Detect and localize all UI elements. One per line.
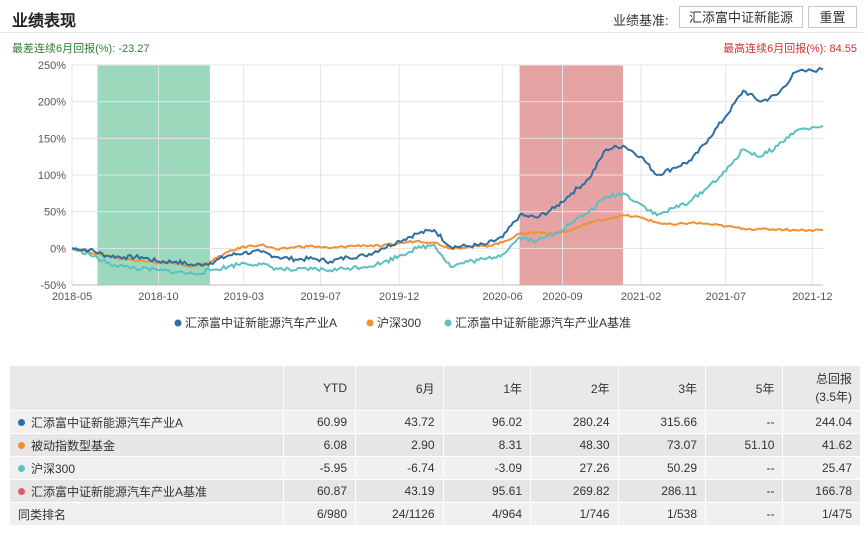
table-cell: 41.62 bbox=[782, 433, 860, 457]
table-row: 汇添富中证新能源汽车产业A基准 60.87 43.19 95.61 269.82 286.… bbox=[10, 479, 860, 503]
table-header-total: 总回报 (3.5年) bbox=[782, 366, 860, 411]
table-header-row: YTD 6月 1年 2年 3年 5年 总回报 (3.5年) bbox=[10, 366, 860, 411]
y-tick-label: 50% bbox=[44, 207, 66, 219]
table-header-total-line2: (3.5年) bbox=[815, 390, 852, 404]
benchmark-label: 业绩基准: bbox=[613, 13, 669, 28]
table-header-total-line1: 总回报 bbox=[815, 372, 852, 386]
x-tick-label: 2018-05 bbox=[52, 291, 92, 303]
legend-label: 汇添富中证新能源汽车产业A bbox=[185, 315, 337, 330]
table-cell: 73.07 bbox=[617, 433, 706, 457]
worst-6m-return-note: 最差连续6月回报(%): -23.27 bbox=[12, 43, 150, 55]
table-cell: 24/1126 bbox=[355, 502, 444, 526]
table-cell: 269.82 bbox=[530, 479, 619, 503]
series-dot-icon bbox=[18, 464, 25, 472]
table-cell: 280.24 bbox=[530, 410, 619, 434]
table-cell: 51.10 bbox=[705, 433, 783, 457]
benchmark-select-button[interactable]: 汇添富中证新能源 bbox=[679, 6, 803, 28]
y-tick-label: 250% bbox=[38, 60, 66, 72]
table-cell: 166.78 bbox=[782, 479, 860, 503]
table-cell: 6/980 bbox=[282, 502, 356, 526]
table-cell: 25.47 bbox=[782, 456, 860, 480]
x-tick-label: 2019-12 bbox=[379, 291, 419, 303]
x-tick-label: 2021-02 bbox=[621, 291, 661, 303]
table-cell: 8.31 bbox=[442, 433, 531, 457]
table-row: 被动指数型基金 6.08 2.90 8.31 48.30 73.07 51.10 41.62 bbox=[10, 433, 860, 457]
row-label: 沪深300 bbox=[31, 461, 76, 476]
performance-table: YTD 6月 1年 2年 3年 5年 总回报 (3.5年) 汇添富中证新能源汽车… bbox=[10, 366, 860, 526]
best-6m-return-note: 最高连续6月回报(%): 84.55 bbox=[723, 43, 857, 55]
table-cell: 50.29 bbox=[617, 456, 706, 480]
table-cell: 244.04 bbox=[782, 410, 860, 434]
table-row-name: 汇添富中证新能源汽车产业A bbox=[10, 410, 284, 434]
x-tick-label: 2021-12 bbox=[792, 291, 832, 303]
table-cell: -- bbox=[705, 456, 783, 480]
table-cell: 43.19 bbox=[355, 479, 444, 503]
table-row: 同类排名 6/980 24/1126 4/964 1/746 1/538 -- 1/475 bbox=[10, 502, 860, 526]
table-cell: 60.87 bbox=[282, 479, 356, 503]
reset-button[interactable]: 重置 bbox=[808, 6, 857, 28]
table-cell: 286.11 bbox=[617, 479, 706, 503]
table-cell: -- bbox=[705, 410, 783, 434]
row-label: 被动指数型基金 bbox=[31, 438, 116, 453]
series-dot-icon bbox=[18, 418, 25, 426]
y-tick-label: 200% bbox=[38, 97, 66, 109]
y-tick-label: 0% bbox=[50, 243, 66, 255]
series-dot-icon bbox=[18, 441, 25, 449]
table-cell: -- bbox=[705, 479, 783, 503]
table-header-2y: 2年 bbox=[530, 366, 619, 411]
table-header-3y: 3年 bbox=[617, 366, 706, 411]
table-cell: 48.30 bbox=[530, 433, 619, 457]
legend-marker bbox=[444, 319, 452, 327]
table-header-1y: 1年 bbox=[442, 366, 531, 411]
table-row-name: 被动指数型基金 bbox=[10, 433, 284, 457]
row-label: 汇添富中证新能源汽车产业A基准 bbox=[31, 484, 208, 499]
x-tick-label: 2019-03 bbox=[224, 291, 264, 303]
table-header-ytd: YTD bbox=[282, 366, 356, 411]
table-cell: 1/538 bbox=[617, 502, 706, 526]
table-header-5y: 5年 bbox=[705, 366, 783, 411]
table-cell: -3.09 bbox=[442, 456, 531, 480]
table-cell: 60.99 bbox=[282, 410, 356, 434]
table-cell: 43.72 bbox=[355, 410, 444, 434]
y-tick-label: 150% bbox=[38, 133, 66, 145]
table-cell: 96.02 bbox=[442, 410, 531, 434]
table-row-name: 汇添富中证新能源汽车产业A基准 bbox=[10, 479, 284, 503]
series-line-2 bbox=[71, 124, 824, 276]
y-tick-label: 100% bbox=[38, 170, 66, 182]
legend-marker bbox=[174, 319, 182, 327]
x-tick-label: 2018-10 bbox=[138, 291, 178, 303]
table-cell: 1/475 bbox=[782, 502, 860, 526]
table-cell: 6.08 bbox=[282, 433, 356, 457]
row-label: 同类排名 bbox=[18, 507, 67, 522]
series-dot-icon bbox=[18, 487, 25, 495]
performance-chart: 250% 200% 150% 100% 50% 0% -50%2018-05 2018-10 2… bbox=[38, 60, 833, 330]
header-divider bbox=[0, 32, 865, 33]
table-cell: 27.26 bbox=[530, 456, 619, 480]
table-cell: -- bbox=[705, 502, 783, 526]
series-line-0 bbox=[71, 66, 824, 267]
table-cell: 2.90 bbox=[355, 433, 444, 457]
table-cell: -6.74 bbox=[355, 456, 444, 480]
table-row: 汇添富中证新能源汽车产业A 60.99 43.72 96.02 280.24 315.66… bbox=[10, 410, 860, 434]
row-label: 汇添富中证新能源汽车产业A bbox=[31, 415, 184, 430]
legend-label: 汇添富中证新能源汽车产业A基准 bbox=[455, 315, 631, 330]
legend-label: 沪深300 bbox=[377, 316, 421, 330]
x-tick-label: 2020-09 bbox=[542, 291, 582, 303]
table-row: 沪深300 -5.95 -6.74 -3.09 27.26 50.29 -- 25.47 bbox=[10, 456, 860, 480]
page-title: 业绩表现 bbox=[12, 13, 77, 30]
table-cell: 4/964 bbox=[442, 502, 531, 526]
table-cell: 1/746 bbox=[530, 502, 619, 526]
table-header-6m: 6月 bbox=[355, 366, 444, 411]
x-tick-label: 2020-06 bbox=[482, 291, 522, 303]
table-cell: 315.66 bbox=[617, 410, 706, 434]
table-row-name: 同类排名 bbox=[10, 502, 284, 526]
y-tick-label: -50% bbox=[40, 280, 66, 292]
table-header-name bbox=[10, 366, 284, 411]
table-cell: 95.61 bbox=[442, 479, 531, 503]
table-cell: -5.95 bbox=[282, 456, 356, 480]
legend-marker bbox=[366, 319, 374, 327]
x-tick-label: 2021-07 bbox=[706, 291, 746, 303]
table-row-name: 沪深300 bbox=[10, 456, 284, 480]
x-tick-label: 2019-07 bbox=[300, 291, 340, 303]
